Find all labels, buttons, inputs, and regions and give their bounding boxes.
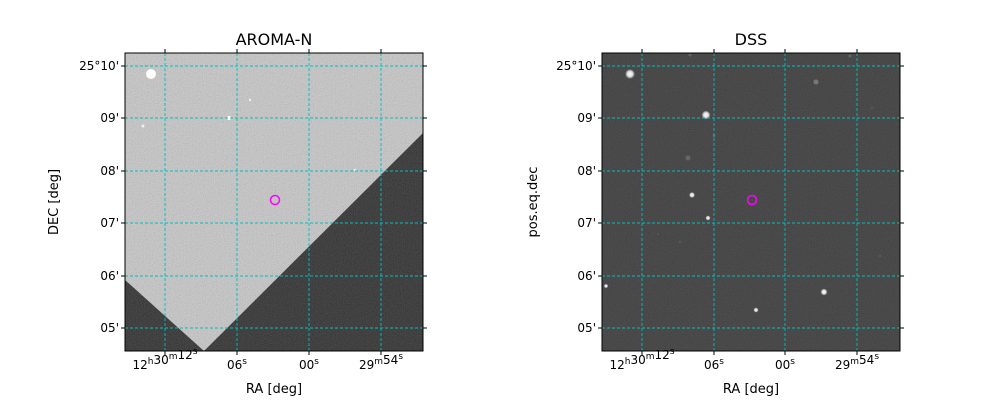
star xyxy=(603,283,609,289)
x-tick-label: 29m54s xyxy=(835,352,879,372)
y-tick-label: 06' xyxy=(100,269,119,283)
ticks: 25°10' 09' 08' 07' 06' 05' 12h30m12s 06s 00s 29m5… xyxy=(79,49,427,372)
y-axis-title: DEC [deg] xyxy=(47,169,62,235)
y-tick-label: 07' xyxy=(577,216,596,230)
x-tick-label: 12h30m12s xyxy=(609,347,674,372)
x-tick-label: 00s xyxy=(299,357,319,372)
x-tick-label: 06s xyxy=(227,357,247,372)
panel-title: AROMA-N xyxy=(236,30,313,49)
x-axis-title: RA [deg] xyxy=(246,382,302,397)
panel-aroma-n: AROMA-N 25°10' 09' 08' 07' 06' 05' 12h30m12s 06… xyxy=(47,30,427,397)
star xyxy=(820,288,828,296)
star xyxy=(753,307,759,313)
star xyxy=(870,106,874,110)
y-tick-label: 05' xyxy=(577,321,596,335)
ticks: 25°10' 09' 08' 07' 06' 05' 12h30m12s 06s 00s 29m5… xyxy=(556,49,904,372)
y-axis-title: pos.eq.dec xyxy=(526,167,541,238)
y-tick-label: 08' xyxy=(100,164,119,178)
target-marker xyxy=(746,194,758,206)
sky-image-aroma-n xyxy=(125,53,423,351)
star xyxy=(625,69,635,79)
y-tick-label: 25°10' xyxy=(79,59,119,73)
y-tick-label: 07' xyxy=(100,216,119,230)
star xyxy=(701,110,711,120)
x-tick-label: 29m54s xyxy=(359,352,403,372)
star xyxy=(689,192,695,198)
star xyxy=(685,155,691,161)
y-tick-label: 09' xyxy=(577,111,596,125)
star xyxy=(705,215,711,221)
y-tick-label: 09' xyxy=(100,111,119,125)
y-tick-label: 25°10' xyxy=(556,59,596,73)
star xyxy=(227,116,231,120)
x-tick-label: 12h30m12s xyxy=(132,347,197,372)
x-tick-label: 00s xyxy=(775,357,795,372)
sky-image-dss xyxy=(602,53,900,351)
star xyxy=(878,254,882,258)
target-marker xyxy=(269,194,281,206)
axes-frame xyxy=(601,52,901,352)
y-tick-label: 06' xyxy=(577,269,596,283)
axes-frame xyxy=(124,52,424,352)
x-axis-title: RA [deg] xyxy=(723,382,779,397)
star xyxy=(146,69,156,79)
panel-dss: DSS xyxy=(526,30,904,397)
star xyxy=(848,54,852,58)
star xyxy=(656,232,660,236)
star xyxy=(688,53,692,57)
star xyxy=(248,98,252,102)
panel-title: DSS xyxy=(735,30,768,49)
star xyxy=(678,240,682,244)
y-tick-label: 08' xyxy=(577,164,596,178)
x-tick-label: 06s xyxy=(704,357,724,372)
y-tick-label: 05' xyxy=(100,321,119,335)
star xyxy=(813,79,819,85)
star xyxy=(141,124,145,128)
